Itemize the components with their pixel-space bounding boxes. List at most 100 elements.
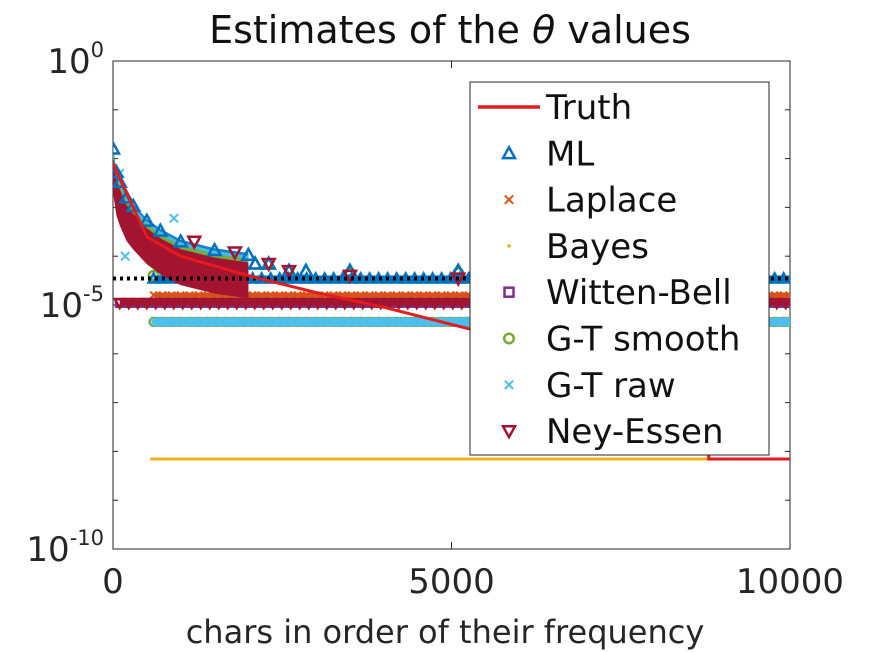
ney-essen-point: [778, 297, 790, 311]
ney-essen-point: [121, 297, 136, 311]
g-t-raw-point: [302, 317, 311, 327]
x-axis-label: chars in order of their frequency: [186, 613, 705, 651]
ney-essen-point: [436, 297, 451, 311]
g-t-raw-point: [419, 317, 428, 327]
legend-box: [469, 81, 770, 456]
ney-essen-point: [238, 297, 253, 311]
ney-essen-point: [148, 297, 163, 311]
ney-essen-point: [193, 297, 208, 311]
laplace-point: [257, 290, 266, 300]
g-t-raw-point: [158, 317, 167, 327]
ml-point: [206, 241, 223, 257]
ney-essen-point: [202, 297, 217, 311]
laplace-point: [392, 290, 401, 300]
g-t-raw-point: [275, 317, 284, 327]
ney-essen-point: [166, 297, 181, 311]
legend-label: Bayes: [546, 227, 649, 267]
ney-essen-point: [418, 297, 433, 311]
ney-essen-point: [301, 297, 316, 311]
legend-marker: [504, 379, 514, 390]
ney-essen-point: [328, 297, 343, 311]
g-t-raw-point: [248, 317, 257, 327]
head-region: [113, 140, 467, 299]
ney-essen-point: [211, 297, 226, 311]
laplace-point: [347, 290, 356, 300]
ney-essen-point: [373, 297, 388, 311]
g-t-raw-point: [383, 317, 392, 327]
ney-essen-point: [184, 297, 199, 311]
laplace-point: [779, 290, 788, 300]
laplace-point: [410, 290, 419, 300]
ml-point: [155, 270, 170, 284]
laplace-point: [383, 290, 392, 300]
legend-label: Ney-Essen: [546, 412, 724, 452]
legend-entry-ney-essen: Ney-Essen: [500, 412, 724, 452]
laplace-point: [437, 290, 446, 300]
legend-marker: [507, 244, 511, 248]
g-t-raw-point: [230, 317, 239, 327]
ney-essen-point: [130, 297, 145, 311]
y-tick-labels: 100 10-5 10-10: [26, 38, 104, 570]
ney-essen-point: [391, 297, 406, 311]
g-t-raw-point: [320, 317, 329, 327]
x-tick-label: 10000: [736, 562, 844, 602]
ney-essen-point: [454, 297, 469, 311]
g-t-raw-point: [329, 317, 338, 327]
legend-entry-bayes: Bayes: [507, 227, 649, 267]
laplace-point: [446, 290, 455, 300]
legend-label: G-T smooth: [546, 320, 740, 360]
g-t-raw-point: [401, 317, 410, 327]
laplace-point: [149, 290, 158, 300]
ml-point: [450, 262, 467, 277]
g-t-raw-point: [455, 317, 464, 327]
ney-essen-point: [409, 297, 424, 311]
laplace-point: [203, 290, 212, 300]
legend-marker: [503, 286, 515, 298]
laplace-point: [266, 290, 275, 300]
g-t-raw-point: [203, 317, 212, 327]
g-t-raw-point: [212, 317, 221, 327]
laplace-point: [293, 290, 302, 300]
ney-essen-point: [445, 297, 460, 311]
ney-essen-point: [427, 297, 442, 311]
ney-essen-point: [341, 269, 359, 285]
legend-label: G-T raw: [546, 366, 676, 406]
ney-essen-point: [260, 257, 277, 273]
legend: Truth ML Laplace Bayes Witten-Bell G-T smooth…: [469, 81, 770, 456]
ney-essen-point: [113, 297, 127, 311]
legend-entry-truth: Truth: [478, 88, 632, 128]
laplace-point: [275, 290, 284, 300]
ney-essen-point: [382, 297, 397, 311]
ml-point: [113, 140, 122, 155]
x-tick-labels: 0 5000 10000: [102, 562, 844, 602]
ney-essen-point: [265, 297, 280, 311]
ml-point: [172, 233, 189, 248]
legend-label: Witten-Bell: [546, 273, 732, 313]
ml-point: [247, 255, 264, 270]
g-t-raw-point: [169, 213, 179, 224]
legend-entry-g-t-raw: G-T raw: [504, 366, 676, 406]
g-t-raw-point: [257, 317, 266, 327]
laplace-point: [248, 290, 257, 300]
ney-essen-point: [157, 297, 172, 311]
ney-essen-point: [220, 297, 235, 311]
legend-entry-ml: ML: [500, 134, 594, 174]
g-t-raw-point: [365, 317, 374, 327]
ney-essen-point: [310, 297, 325, 311]
laplace-point: [284, 290, 293, 300]
ney-essen-point: [280, 264, 298, 280]
ml-point: [152, 222, 169, 237]
g-t-raw-point: [770, 317, 779, 327]
laplace-point: [176, 290, 185, 300]
g-t-raw-point: [284, 317, 293, 327]
ml-point: [297, 262, 315, 277]
g-t-raw-point: [185, 317, 194, 327]
legend-entry-witten-bell: Witten-Bell: [503, 273, 732, 313]
legend-marker: [500, 144, 518, 160]
g-t-raw-point: [194, 317, 203, 327]
legend-label: Laplace: [546, 181, 677, 221]
g-t-raw-point: [779, 317, 788, 327]
g-t-raw-point: [167, 317, 176, 327]
laplace-point: [374, 290, 383, 300]
laplace-point: [194, 290, 203, 300]
